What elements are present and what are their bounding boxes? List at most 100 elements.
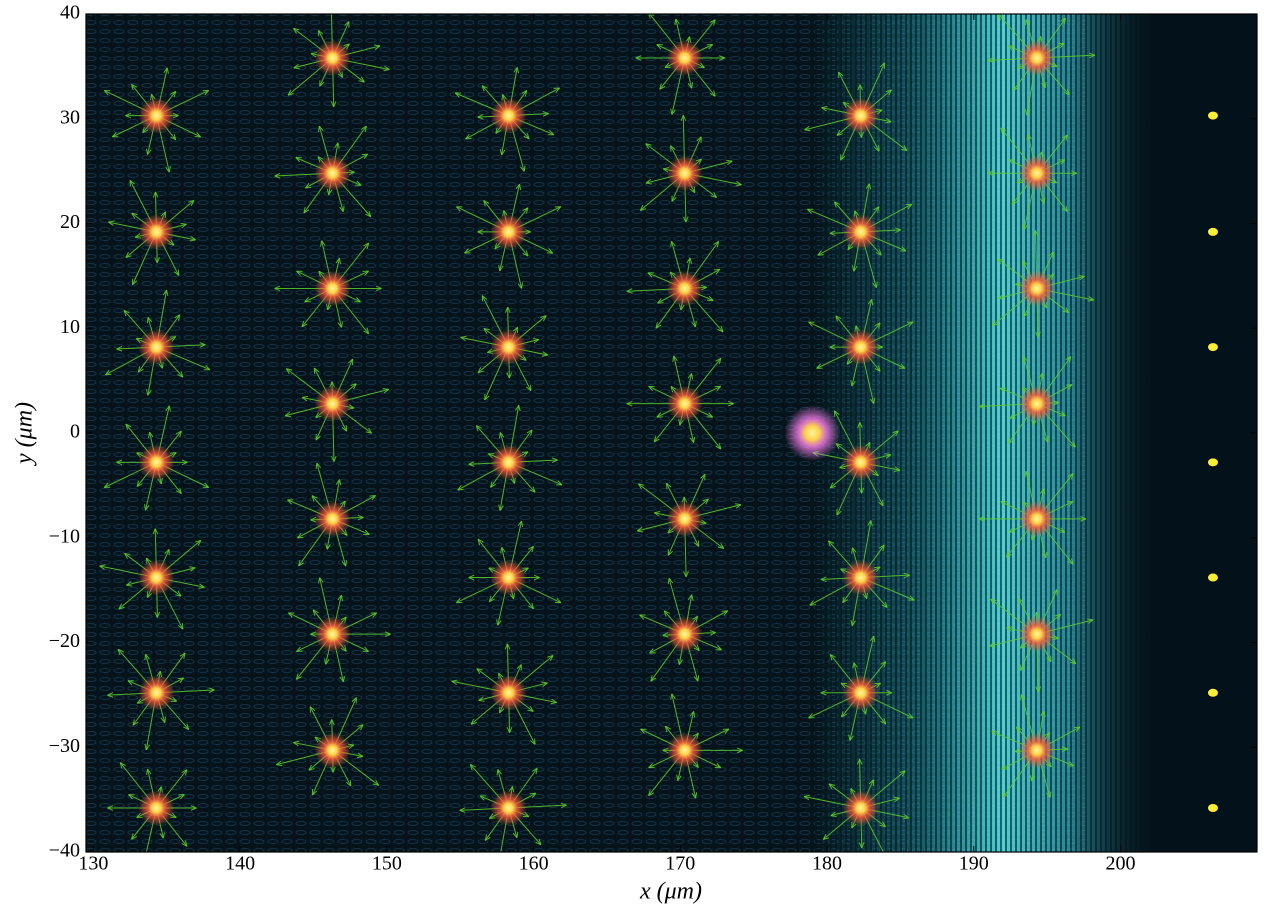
force-arrowhead [180,222,187,229]
force-arrowhead [715,645,722,651]
force-arrowhead [315,462,322,470]
force-arrowhead [528,545,535,553]
y-tick-label: 0 [70,421,80,443]
force-arrowhead [498,504,504,511]
force-arrowhead [528,602,535,610]
force-arrowhead [718,55,725,61]
force-arrowhead [808,713,815,719]
force-arrowhead [529,486,536,493]
y-tick-label: 40 [60,2,80,24]
force-arrowhead [363,242,370,250]
force-arrowhead [203,365,211,371]
force-arrowhead [874,145,880,152]
force-arrowhead [358,76,365,83]
force-arrowhead [468,461,475,467]
force-arrowhead [329,719,335,726]
force-arrowhead [816,363,823,369]
force-arrowhead [324,658,330,665]
force-arrowhead [341,425,348,432]
force-arrowhead [1000,127,1007,134]
force-arrowhead [726,159,733,166]
force-arrowhead [129,179,135,187]
force-arrowhead [670,108,676,115]
force-arrowhead [188,199,195,206]
force-arrowhead [127,680,134,686]
force-arrowhead [1032,230,1039,237]
force-arrowhead [465,133,472,140]
force-arrowhead [735,180,742,187]
force-arrowhead [107,692,114,698]
force-arrowhead [1058,42,1065,49]
force-arrowhead [1040,710,1046,717]
force-arrowhead [500,547,506,554]
y-axis-label: y (μm) [12,402,38,466]
force-arrowhead [117,648,124,656]
force-arrowhead [1011,198,1018,205]
force-arrowhead [835,315,842,322]
force-arrowhead [274,285,281,292]
force-arrowhead [1005,551,1012,558]
force-arrowhead [337,321,343,328]
force-arrowhead [1019,664,1026,671]
force-arrowhead [384,631,391,637]
force-arrowhead [734,503,742,509]
site-glow [666,500,703,537]
force-arrowhead [118,603,125,610]
force-arrowhead [689,711,696,718]
force-arrowhead [879,62,886,69]
force-arrowhead [159,832,165,839]
force-arrowhead [1008,527,1015,533]
force-arrowhead [997,258,1004,265]
force-arrowhead [144,743,150,751]
force-arrowhead [362,270,369,276]
x-tick-label: 200 [1106,853,1136,875]
force-arrowhead [999,387,1007,393]
force-arrowhead [880,661,887,668]
force-arrowhead [894,466,901,472]
site-glow [138,329,175,366]
force-arrowhead [706,412,714,418]
force-arrowhead [636,526,644,533]
site-glow [666,385,703,422]
force-arrowhead [546,248,554,254]
site-dot [1207,688,1218,697]
force-arrowhead [837,71,844,79]
force-arrowhead [693,675,700,682]
site-glow [1018,732,1055,769]
force-arrowhead [344,21,350,28]
force-arrowhead [177,371,184,378]
force-arrowhead [991,730,998,736]
force-arrowhead [274,172,281,179]
site-glow [314,270,351,307]
force-arrowhead [1080,516,1087,522]
force-arrowhead [479,795,487,801]
force-arrowhead [868,779,875,786]
force-arrowhead [195,539,202,546]
force-arrowhead [907,321,914,327]
force-arrowhead [691,792,698,799]
force-arrowhead [517,520,524,528]
force-arrowhead [126,581,133,587]
site-glow [1018,155,1055,192]
force-arrowhead [893,796,900,803]
force-arrowhead [516,664,522,671]
force-arrowhead [714,762,722,769]
force-arrowhead [648,789,655,797]
force-arrowhead [727,400,734,407]
force-arrowhead [146,316,153,324]
force-arrowhead [190,805,197,811]
site-glow [842,444,879,481]
force-arrowhead [301,320,308,328]
force-arrowhead [717,326,724,333]
force-arrowhead [468,574,475,581]
site-glow [314,732,351,769]
force-arrowhead [362,646,369,652]
y-tick-label: −40 [49,840,80,862]
force-arrowhead [1022,260,1028,267]
force-arrowhead [131,83,138,91]
force-arrowhead [554,206,562,212]
force-arrowhead [715,443,722,450]
force-arrowhead [542,111,549,117]
force-arrowhead [513,67,519,74]
force-arrowhead [873,206,880,213]
